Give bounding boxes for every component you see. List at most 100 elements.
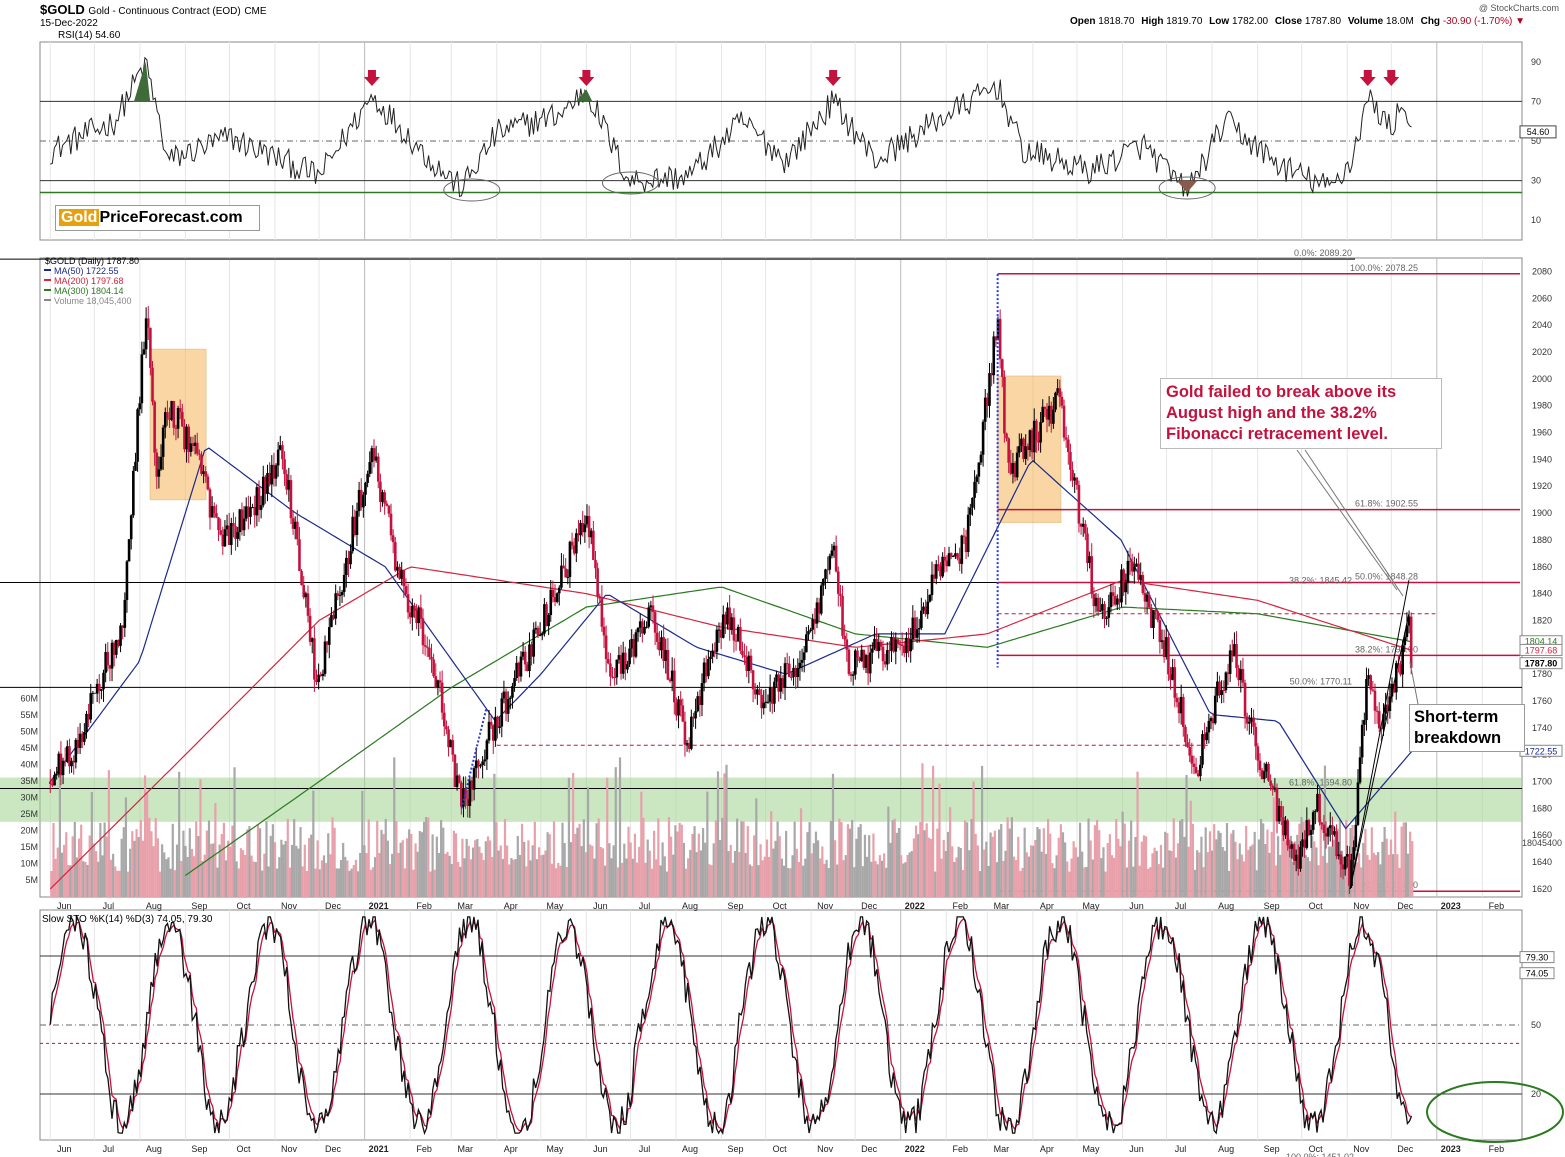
price-candle-body	[1224, 672, 1228, 691]
volume-bar	[789, 868, 792, 897]
volume-bar	[870, 861, 873, 897]
volume-bar	[201, 861, 204, 897]
price-y-tick: 1980	[1532, 401, 1552, 411]
price-candle-body	[255, 487, 259, 516]
volume-bar	[192, 856, 196, 897]
volume-bar	[957, 846, 960, 897]
volume-bar	[612, 845, 615, 897]
price-candle-body	[283, 459, 286, 475]
price-candle-body	[941, 556, 944, 577]
price-candle-body	[1111, 592, 1115, 596]
price-candle-body	[1250, 717, 1253, 722]
volume-bar	[1000, 823, 1003, 897]
price-candle-body	[568, 541, 572, 577]
volume-bar	[785, 830, 788, 897]
volume-bar	[942, 839, 945, 897]
price-candle-body	[1118, 598, 1121, 603]
volume-bar	[229, 846, 232, 897]
volume-bar	[1251, 844, 1254, 897]
price-candle-body	[1345, 854, 1349, 857]
price-candle-body	[310, 638, 314, 642]
volume-bar	[944, 851, 947, 897]
volume-bar	[527, 840, 530, 897]
volume-bar	[1185, 774, 1188, 897]
price-candle-body	[115, 639, 118, 655]
price-candle-body	[321, 673, 325, 676]
price-candle-body	[402, 569, 406, 587]
price-candle-body	[1181, 696, 1185, 727]
price-candle-body	[351, 516, 355, 552]
price-candle-body	[368, 462, 372, 474]
price-candle-body	[764, 701, 768, 703]
x-tick-label: Mar	[458, 901, 474, 911]
price-candle-body	[1348, 854, 1351, 886]
price-candle-body	[176, 408, 180, 429]
price-candle-body	[1373, 690, 1377, 711]
volume-bar	[1147, 868, 1150, 897]
volume-bar	[768, 856, 771, 897]
volume-bar	[480, 852, 483, 897]
volume-bar	[1038, 829, 1041, 897]
price-candle-body	[949, 553, 953, 557]
uptrend-line	[1349, 580, 1410, 890]
volume-bar	[222, 822, 225, 897]
volume-bar	[444, 853, 447, 897]
volume-bar	[819, 858, 822, 897]
volume-bar	[486, 836, 490, 897]
price-candle-body	[1343, 856, 1347, 870]
volume-bar	[378, 853, 381, 897]
price-candle-body	[943, 556, 947, 561]
price-candle-body	[1043, 406, 1047, 409]
volume-bar	[293, 819, 296, 897]
volume-bar	[248, 826, 251, 897]
price-candle-body	[594, 559, 597, 569]
x-tick-label: Jul	[1175, 901, 1187, 911]
price-candle-body	[998, 318, 1002, 360]
price-candle-body	[500, 698, 504, 727]
price-candle-body	[903, 645, 906, 654]
volume-bar	[448, 855, 451, 897]
price-candle-body	[1328, 825, 1332, 829]
price-candle-body	[583, 524, 587, 533]
volume-bar	[114, 866, 117, 897]
price-candle-body	[91, 692, 95, 694]
price-candle-body	[1245, 716, 1249, 724]
volume-bar	[152, 846, 155, 897]
price-candle-body	[1290, 844, 1294, 849]
volume-bar	[1285, 840, 1288, 897]
change-value: -30.90 (-1.70%)	[1442, 16, 1513, 27]
volume-bar	[949, 807, 952, 897]
price-candle-body	[819, 585, 823, 614]
volume-bar	[693, 826, 696, 897]
chart-date: 15-Dec-2022	[40, 18, 98, 29]
rsi-y-tick: 10	[1531, 215, 1541, 225]
volume-bar	[680, 824, 683, 897]
volume-bar	[834, 840, 837, 897]
price-candle-body	[385, 503, 389, 506]
volume-bar	[1302, 821, 1305, 897]
volume-bar	[535, 859, 539, 897]
volume-bar	[614, 767, 617, 897]
volume-bar	[569, 842, 573, 897]
price-candle-body	[136, 409, 139, 462]
volume-bar	[597, 818, 600, 897]
volume-bar	[1085, 866, 1088, 897]
price-candle-body	[440, 682, 444, 713]
price-candle-body	[928, 594, 932, 602]
volume-bar	[797, 861, 801, 897]
price-candle-body	[1216, 681, 1219, 696]
price-candle-body	[1105, 617, 1108, 619]
volume-bar	[382, 834, 385, 897]
price-candle-body	[112, 642, 116, 655]
price-candle-body	[532, 629, 536, 657]
volume-bar	[129, 848, 132, 897]
price-candle-body	[1237, 668, 1240, 681]
volume-bar	[650, 868, 654, 897]
volume-bar	[1257, 839, 1261, 897]
price-candle-body	[106, 651, 110, 666]
price-candle-body	[787, 663, 791, 677]
price-candle-body	[557, 587, 561, 594]
volume-bar	[1068, 871, 1071, 897]
price-candle-body	[696, 696, 700, 712]
volume-bar	[940, 858, 943, 897]
